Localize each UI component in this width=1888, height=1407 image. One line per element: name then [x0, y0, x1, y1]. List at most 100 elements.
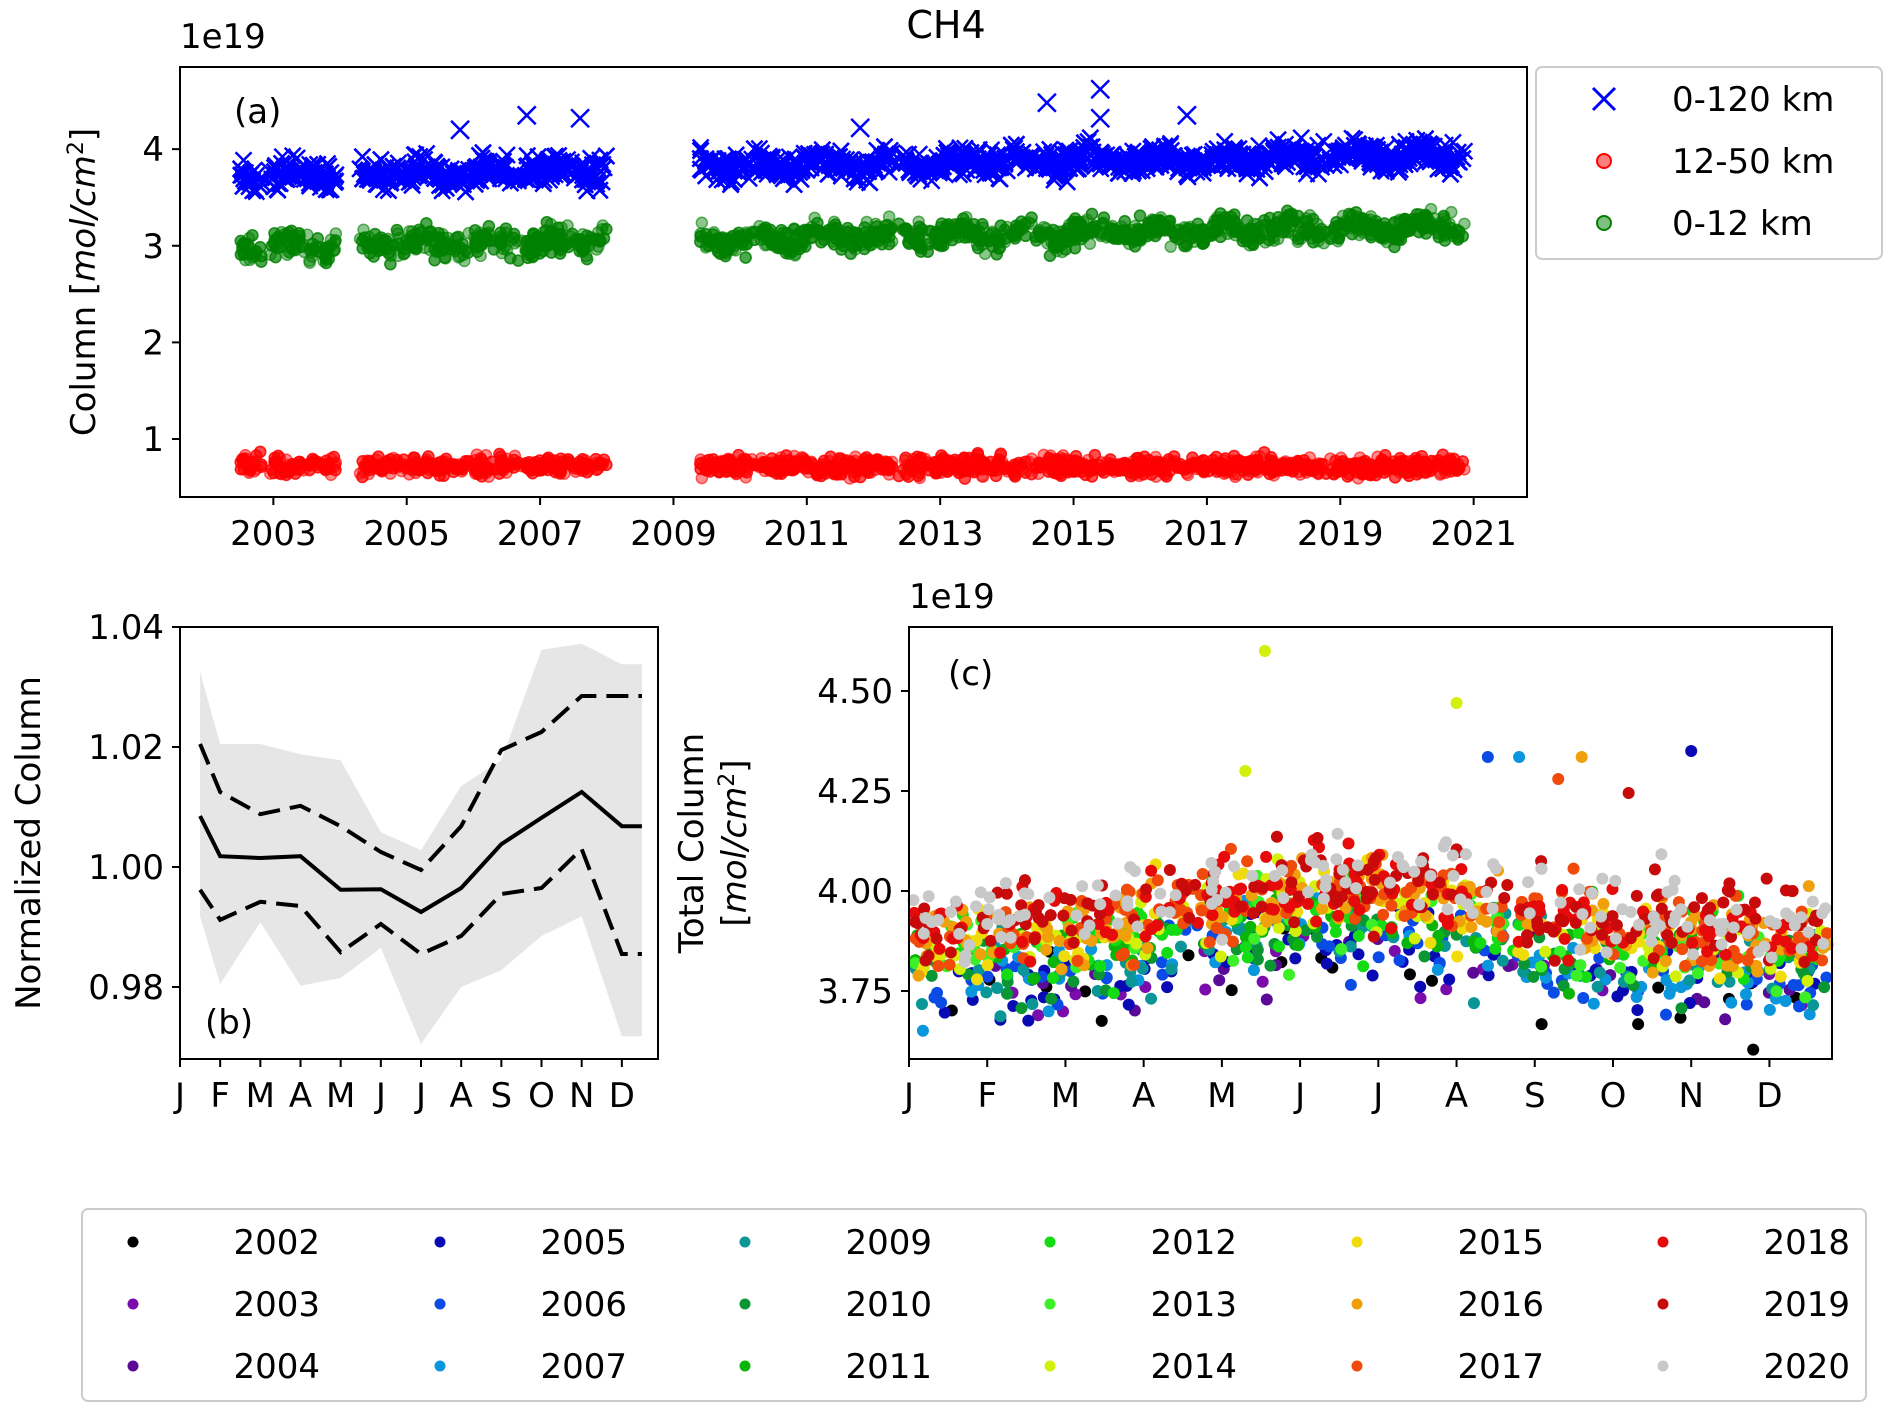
- point-12-50-km: [580, 459, 594, 473]
- point-0-12-km: [507, 231, 521, 245]
- point-0-12-km: [265, 239, 279, 252]
- point-0-12-km: [1266, 225, 1280, 239]
- point-0-12-km: [952, 230, 965, 244]
- point-12-50-km: [817, 454, 831, 468]
- point-12-50-km: [1228, 459, 1241, 472]
- point-12-50-km: [433, 469, 446, 482]
- point-0-12-km: [1145, 215, 1158, 229]
- point-12-50-km: [902, 461, 916, 474]
- point-0-12-km: [782, 236, 795, 250]
- point-0-12-km: [885, 222, 899, 235]
- point-12-50-km: [952, 461, 965, 475]
- point-12-50-km: [432, 456, 445, 470]
- point-0-12-km: [1388, 240, 1401, 254]
- point-0-12-km: [739, 228, 753, 241]
- point-0-12-km: [955, 217, 969, 231]
- point-12-50-km: [1186, 451, 1199, 464]
- point-12-50-km: [1104, 453, 1117, 466]
- point-0-12-km: [1010, 219, 1023, 232]
- point-12-50-km: [236, 454, 250, 468]
- point-12-50-km: [1242, 456, 1255, 469]
- point-12-50-km: [694, 457, 707, 471]
- point-12-50-km: [400, 461, 413, 474]
- point-0-12-km: [269, 250, 282, 264]
- point-12-50-km: [1451, 463, 1465, 476]
- point-0-12-km: [1324, 232, 1337, 246]
- point-0-12-km: [1301, 215, 1314, 228]
- point-0-12-km: [1439, 222, 1453, 236]
- point-0-12-km: [739, 251, 752, 264]
- point-0-12-km: [1163, 214, 1177, 228]
- point-12-50-km: [1097, 466, 1111, 479]
- point-12-50-km: [1055, 461, 1069, 475]
- point-0-12-km: [1371, 218, 1384, 232]
- point-0-12-km: [1355, 211, 1369, 225]
- point-0-12-km: [711, 245, 725, 258]
- point-0-12-km: [858, 242, 871, 256]
- point-12-50-km: [1010, 459, 1023, 473]
- point-0-12-km: [397, 247, 411, 261]
- point-12-50-km: [1394, 463, 1408, 477]
- point-12-50-km: [913, 453, 926, 466]
- point-0-12-km: [384, 257, 397, 271]
- point-0-12-km: [504, 251, 517, 265]
- point-0-12-km: [1382, 223, 1395, 236]
- point-0-12-km: [254, 255, 268, 268]
- point-12-50-km: [1252, 460, 1266, 473]
- point-12-50-km: [1130, 452, 1143, 465]
- point-12-50-km: [356, 470, 369, 484]
- point-12-50-km: [892, 469, 906, 483]
- point-12-50-km: [1202, 464, 1215, 478]
- point-0-12-km: [1282, 209, 1295, 222]
- point-0-12-km: [390, 223, 404, 237]
- point-0-12-km: [797, 235, 810, 248]
- point-12-50-km: [1030, 461, 1043, 474]
- point-0-12-km: [548, 230, 561, 244]
- point-0-12-km: [475, 238, 489, 252]
- point-0-12-km: [860, 230, 873, 243]
- point-12-50-km: [1118, 456, 1132, 470]
- series-0-12-km: [234, 202, 1471, 271]
- point-0-12-km: [533, 247, 547, 260]
- point-12-50-km: [1371, 463, 1384, 476]
- point-0-12-km: [422, 230, 435, 243]
- point-0-12-km: [449, 239, 462, 252]
- point-12-50-km: [1133, 463, 1147, 477]
- point-12-50-km: [971, 446, 985, 460]
- point-0-12-km: [1008, 229, 1021, 243]
- point-0-12-km: [1168, 230, 1182, 243]
- point-0-12-km: [1030, 234, 1043, 247]
- point-0-12-km: [715, 231, 729, 245]
- point-12-50-km: [1423, 464, 1437, 478]
- point-12-50-km: [847, 458, 861, 471]
- point-0-12-km: [1242, 231, 1255, 244]
- point-0-12-km: [1311, 231, 1325, 244]
- point-12-50-km: [870, 453, 884, 466]
- point-12-50-km: [494, 450, 508, 463]
- point-0-12-km: [322, 252, 335, 266]
- point-0-12-km: [482, 220, 496, 233]
- point-0-12-km: [1423, 215, 1437, 229]
- point-0-12-km: [1202, 230, 1215, 243]
- series-0-120-km: [231, 79, 1474, 201]
- point-0-12-km: [1240, 214, 1254, 227]
- point-0-12-km: [580, 229, 594, 243]
- point-12-50-km: [1008, 470, 1022, 483]
- point-12-50-km: [1324, 463, 1337, 477]
- point-12-50-km: [992, 453, 1006, 466]
- point-0-12-km: [236, 238, 250, 251]
- panel-a: 1e19 (a) Column [mol/cm2] 2003 2005 2007 20…: [64, 17, 1528, 554]
- point-12-50-km: [407, 451, 420, 464]
- point-12-50-km: [254, 460, 268, 473]
- point-12-50-km: [739, 453, 753, 466]
- point-12-50-km: [1301, 458, 1314, 471]
- point-12-50-km: [1439, 461, 1453, 474]
- point-0-12-km: [992, 242, 1006, 255]
- point-0-12-km: [593, 233, 607, 247]
- point-12-50-km: [249, 449, 263, 462]
- series-12-50-km: [234, 445, 1471, 485]
- point-0-12-km: [760, 232, 774, 246]
- point-12-50-km: [1266, 466, 1280, 479]
- point-12-50-km: [265, 463, 279, 476]
